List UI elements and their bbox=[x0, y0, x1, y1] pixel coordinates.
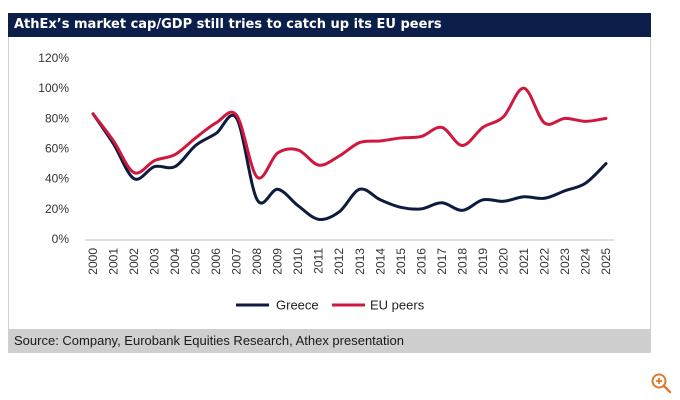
x-tick-label: 2011 bbox=[312, 248, 326, 274]
series-line-greece bbox=[91, 112, 608, 222]
zoom-in-icon[interactable] bbox=[650, 372, 672, 399]
series-line-eu-peers bbox=[91, 86, 608, 180]
x-tick-label: 2000 bbox=[86, 248, 100, 275]
x-tick-label: 2014 bbox=[373, 248, 387, 275]
x-tick-label: 2015 bbox=[394, 248, 408, 275]
y-tick-label: 60% bbox=[45, 142, 69, 156]
x-tick-label: 2001 bbox=[107, 248, 121, 275]
source-note: Source: Company, Eurobank Equities Resea… bbox=[8, 329, 651, 353]
y-tick-label: 120% bbox=[38, 51, 69, 65]
x-tick-label: 2007 bbox=[230, 248, 244, 275]
x-tick-label: 2006 bbox=[209, 248, 223, 275]
legend-label: Greece bbox=[276, 298, 319, 313]
x-tick-label: 2016 bbox=[414, 248, 428, 275]
x-tick-label: 2019 bbox=[476, 248, 490, 275]
x-tick-label: 2020 bbox=[496, 248, 510, 275]
x-tick-label: 2010 bbox=[291, 248, 305, 275]
x-tick-label: 2009 bbox=[271, 248, 285, 275]
x-tick-label: 2017 bbox=[435, 248, 449, 275]
y-tick-label: 40% bbox=[45, 172, 69, 186]
y-tick-label: 20% bbox=[45, 202, 69, 216]
x-tick-label: 2008 bbox=[250, 248, 264, 275]
x-tick-label: 2012 bbox=[332, 248, 346, 275]
x-tick-label: 2002 bbox=[127, 248, 141, 275]
y-tick-label: 80% bbox=[45, 111, 69, 125]
x-tick-label: 2024 bbox=[578, 248, 592, 275]
x-tick-label: 2022 bbox=[537, 248, 551, 275]
legend-label: EU peers bbox=[370, 298, 425, 313]
y-tick-label: 0% bbox=[52, 232, 70, 246]
y-tick-label: 100% bbox=[38, 81, 69, 95]
x-tick-label: 2025 bbox=[599, 248, 613, 275]
x-tick-label: 2004 bbox=[168, 248, 182, 275]
x-tick-label: 2003 bbox=[148, 248, 162, 275]
x-tick-label: 2005 bbox=[189, 248, 203, 275]
chart-title: AthEx’s market cap/GDP still tries to ca… bbox=[8, 13, 651, 37]
x-tick-label: 2023 bbox=[558, 248, 572, 275]
x-tick-label: 2021 bbox=[517, 248, 531, 275]
chart-frame bbox=[8, 37, 651, 329]
x-tick-label: 2018 bbox=[455, 248, 469, 275]
x-tick-label: 2013 bbox=[353, 248, 367, 275]
